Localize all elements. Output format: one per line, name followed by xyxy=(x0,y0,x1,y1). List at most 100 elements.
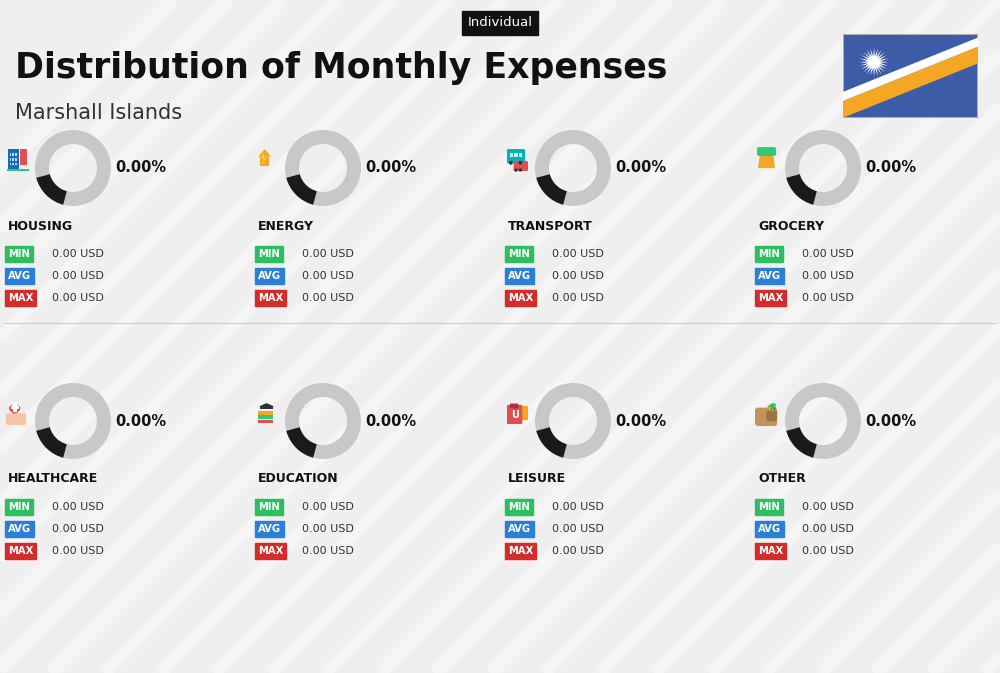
Wedge shape xyxy=(786,427,817,458)
Wedge shape xyxy=(36,174,67,205)
Text: $: $ xyxy=(769,403,775,412)
Text: MAX: MAX xyxy=(258,546,283,556)
Text: MAX: MAX xyxy=(8,293,33,303)
Text: LEISURE: LEISURE xyxy=(508,472,566,485)
Text: AVG: AVG xyxy=(508,271,531,281)
Wedge shape xyxy=(36,427,67,458)
Text: 0.00 USD: 0.00 USD xyxy=(802,546,854,556)
FancyBboxPatch shape xyxy=(7,170,29,171)
Text: HEALTHCARE: HEALTHCARE xyxy=(8,472,98,485)
Text: AVG: AVG xyxy=(258,524,281,534)
FancyBboxPatch shape xyxy=(15,153,17,155)
FancyBboxPatch shape xyxy=(13,402,17,412)
Wedge shape xyxy=(786,174,817,205)
Text: MIN: MIN xyxy=(8,502,30,512)
Wedge shape xyxy=(536,174,567,205)
FancyBboxPatch shape xyxy=(766,411,777,421)
Text: 0.00 USD: 0.00 USD xyxy=(52,271,104,281)
FancyBboxPatch shape xyxy=(510,153,513,157)
Text: 0.00 USD: 0.00 USD xyxy=(52,524,104,534)
Text: OTHER: OTHER xyxy=(758,472,806,485)
Polygon shape xyxy=(758,155,775,168)
FancyBboxPatch shape xyxy=(843,34,978,118)
Wedge shape xyxy=(286,427,317,458)
Text: 0.00%: 0.00% xyxy=(615,160,666,176)
Text: MIN: MIN xyxy=(758,249,780,259)
Text: MIN: MIN xyxy=(258,502,280,512)
Circle shape xyxy=(514,168,518,172)
Text: 0.00%: 0.00% xyxy=(865,160,916,176)
Circle shape xyxy=(519,168,522,172)
FancyBboxPatch shape xyxy=(507,149,525,164)
Text: 0.00 USD: 0.00 USD xyxy=(552,271,604,281)
Text: 0.00 USD: 0.00 USD xyxy=(52,502,104,512)
Wedge shape xyxy=(536,427,567,458)
Wedge shape xyxy=(286,174,317,205)
Text: MIN: MIN xyxy=(508,249,530,259)
FancyBboxPatch shape xyxy=(15,158,17,160)
Text: 0.00 USD: 0.00 USD xyxy=(552,293,604,303)
Text: 0.00 USD: 0.00 USD xyxy=(552,502,604,512)
Text: U: U xyxy=(511,411,519,421)
Text: 0.00 USD: 0.00 USD xyxy=(802,524,854,534)
Text: 0.00%: 0.00% xyxy=(615,413,666,429)
Text: MIN: MIN xyxy=(258,249,280,259)
FancyBboxPatch shape xyxy=(519,153,522,157)
Text: EDUCATION: EDUCATION xyxy=(258,472,339,485)
FancyBboxPatch shape xyxy=(755,408,777,426)
Wedge shape xyxy=(35,130,111,206)
Text: 0.00 USD: 0.00 USD xyxy=(802,271,854,281)
Wedge shape xyxy=(35,383,111,459)
Text: Distribution of Monthly Expenses: Distribution of Monthly Expenses xyxy=(15,51,667,85)
Polygon shape xyxy=(258,149,271,157)
Text: MAX: MAX xyxy=(258,293,283,303)
Text: AVG: AVG xyxy=(258,271,281,281)
FancyBboxPatch shape xyxy=(510,404,518,409)
Text: 0.00%: 0.00% xyxy=(365,160,416,176)
Text: 0.00 USD: 0.00 USD xyxy=(302,271,354,281)
Text: MIN: MIN xyxy=(508,502,530,512)
Text: Marshall Islands: Marshall Islands xyxy=(15,103,182,123)
Text: 0.00 USD: 0.00 USD xyxy=(52,293,104,303)
FancyBboxPatch shape xyxy=(516,406,528,420)
Text: 0.00 USD: 0.00 USD xyxy=(802,249,854,259)
Polygon shape xyxy=(259,403,274,406)
Text: MAX: MAX xyxy=(508,293,533,303)
FancyBboxPatch shape xyxy=(20,149,27,166)
Wedge shape xyxy=(535,383,611,459)
FancyBboxPatch shape xyxy=(10,163,11,166)
FancyBboxPatch shape xyxy=(757,147,776,156)
Text: MIN: MIN xyxy=(8,249,30,259)
Text: 0.00 USD: 0.00 USD xyxy=(302,293,354,303)
Text: TRANSPORT: TRANSPORT xyxy=(508,219,593,232)
FancyBboxPatch shape xyxy=(260,157,269,166)
Text: AVG: AVG xyxy=(8,271,31,281)
Text: MAX: MAX xyxy=(8,546,33,556)
Text: 0.00%: 0.00% xyxy=(365,413,416,429)
Text: 0.00 USD: 0.00 USD xyxy=(302,249,354,259)
Text: 0.00 USD: 0.00 USD xyxy=(802,293,854,303)
FancyBboxPatch shape xyxy=(12,158,14,160)
Text: AVG: AVG xyxy=(758,271,781,281)
Polygon shape xyxy=(843,38,978,101)
Polygon shape xyxy=(9,405,20,416)
Text: MAX: MAX xyxy=(758,293,783,303)
Text: MAX: MAX xyxy=(758,546,783,556)
FancyBboxPatch shape xyxy=(507,405,522,424)
Text: 0.00 USD: 0.00 USD xyxy=(302,524,354,534)
Text: 0.00 USD: 0.00 USD xyxy=(552,524,604,534)
FancyBboxPatch shape xyxy=(258,419,273,423)
FancyBboxPatch shape xyxy=(514,161,528,171)
Wedge shape xyxy=(785,130,861,206)
Text: 0.00%: 0.00% xyxy=(865,413,916,429)
Text: 0.00 USD: 0.00 USD xyxy=(302,546,354,556)
Polygon shape xyxy=(859,48,889,76)
Text: HOUSING: HOUSING xyxy=(8,219,73,232)
Text: GROCERY: GROCERY xyxy=(758,219,824,232)
FancyBboxPatch shape xyxy=(15,163,17,166)
Polygon shape xyxy=(262,152,266,166)
Text: AVG: AVG xyxy=(8,524,31,534)
Text: 0.00%: 0.00% xyxy=(115,160,166,176)
Text: 0.00 USD: 0.00 USD xyxy=(552,249,604,259)
Wedge shape xyxy=(785,383,861,459)
